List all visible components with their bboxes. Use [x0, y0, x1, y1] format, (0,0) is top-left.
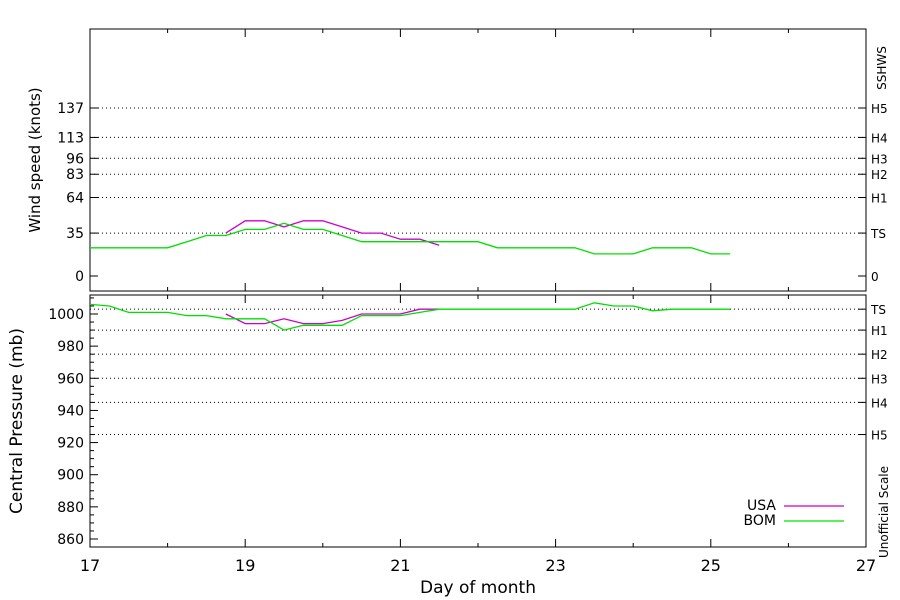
pressure-right-tick-label: H2 — [871, 348, 888, 362]
wind-y-tick-label: 35 — [66, 226, 84, 242]
pressure-y-axis-label: Central Pressure (mb) — [7, 328, 27, 514]
wind-y-tick-label: 83 — [66, 167, 84, 183]
x-tick-label: 19 — [235, 556, 255, 575]
pressure-right-scale-label: Unofficial Scale — [877, 466, 891, 558]
pressure-y-tick-label: 920 — [57, 436, 84, 452]
wind-right-tick-label: H1 — [871, 192, 888, 206]
pressure-usa-line — [225, 308, 440, 325]
wind-y-axis-label: Wind speed (knots) — [26, 87, 44, 232]
wind-y-tick-label: 0 — [75, 269, 84, 285]
x-tick-label: 23 — [545, 556, 565, 575]
pressure-right-tick-label: H1 — [871, 324, 888, 338]
pressure-y-tick-label: 1000 — [48, 307, 84, 323]
wind-right-tick-label: H3 — [871, 152, 888, 166]
wind-right-tick-label: H4 — [871, 131, 888, 145]
wind-usa-line — [225, 220, 440, 246]
wind-bom-line — [90, 222, 731, 255]
pressure-y-tick-label: 900 — [57, 468, 84, 484]
pressure-right-tick-label: TS — [870, 303, 886, 317]
wind-y-tick-label: 96 — [66, 151, 84, 167]
wind-y-tick-label: 137 — [57, 101, 84, 117]
wind-y-tick-label: 113 — [57, 130, 84, 146]
wind-right-tick-label: 0 — [871, 270, 879, 284]
pressure-bom-line — [89, 302, 731, 331]
x-tick-label: 17 — [80, 556, 100, 575]
wind-right-tick-label: H5 — [871, 102, 888, 116]
wind-plot-frame — [89, 28, 867, 292]
pressure-right-tick-label: H3 — [871, 372, 888, 386]
pressure-y-tick-label: 960 — [57, 371, 84, 387]
legend-label-usa: USA — [747, 498, 776, 514]
wind-right-tick-label: TS — [870, 227, 886, 241]
x-tick-label: 21 — [390, 556, 410, 575]
pressure-y-tick-label: 860 — [57, 532, 84, 548]
pressure-y-tick-label: 940 — [57, 403, 84, 419]
x-tick-label: 27 — [856, 556, 876, 575]
pressure-y-tick-label: 980 — [57, 339, 84, 355]
x-axis-label: Day of month — [420, 578, 536, 598]
pressure-right-tick-label: H5 — [871, 429, 888, 443]
wind-right-tick-label: H2 — [871, 168, 888, 182]
pressure-right-tick-label: H4 — [871, 396, 888, 410]
wind-y-tick-label: 64 — [66, 191, 84, 207]
x-tick-label: 25 — [701, 556, 721, 575]
wind-right-scale-label: SSHWS — [875, 46, 889, 90]
legend-label-bom: BOM — [744, 513, 776, 529]
pressure-y-tick-label: 880 — [57, 500, 84, 516]
